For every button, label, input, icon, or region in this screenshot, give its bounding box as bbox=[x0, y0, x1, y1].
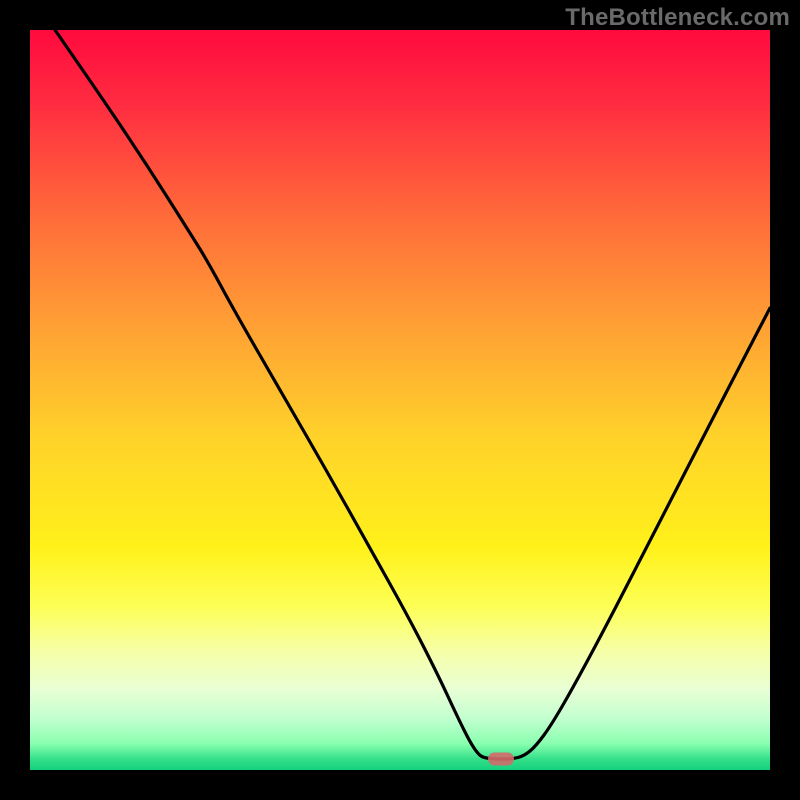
chart-svg bbox=[0, 0, 800, 800]
minimum-marker bbox=[488, 753, 514, 766]
chart-stage: TheBottleneck.com bbox=[0, 0, 800, 800]
gradient-background bbox=[30, 30, 770, 770]
watermark-text: TheBottleneck.com bbox=[565, 4, 790, 32]
